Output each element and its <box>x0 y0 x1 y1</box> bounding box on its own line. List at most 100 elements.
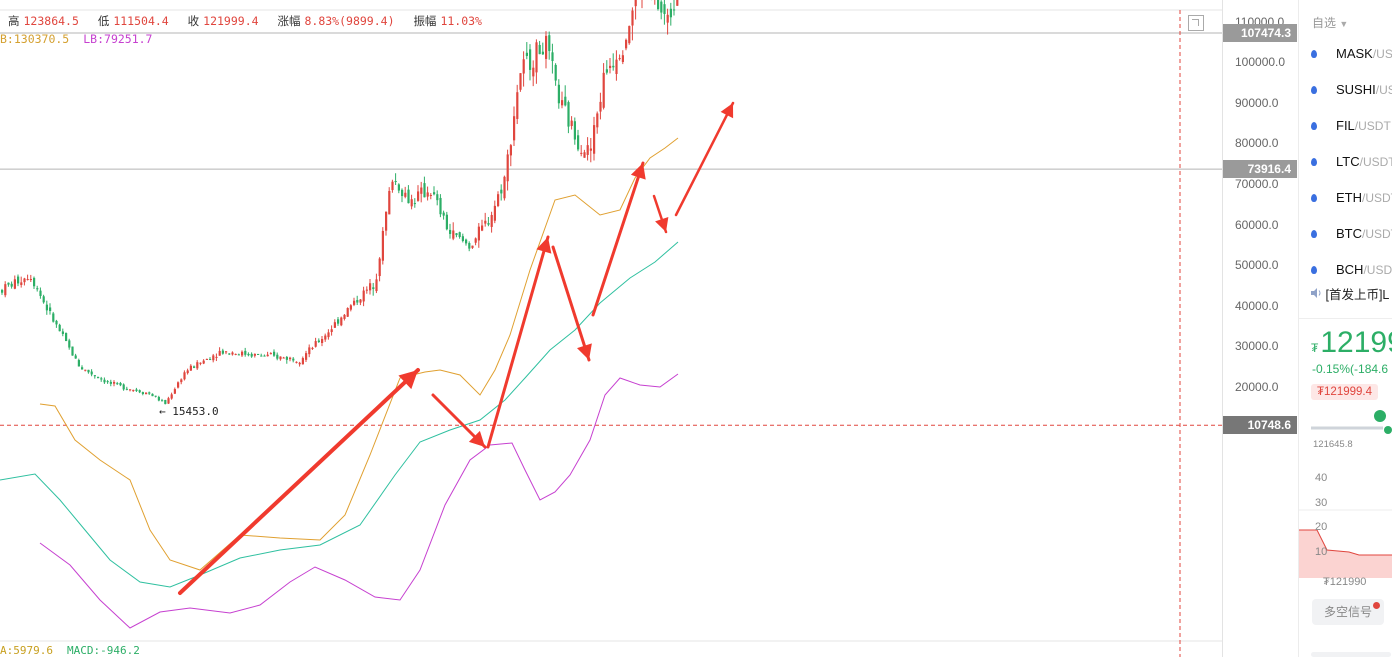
candle-body <box>545 35 548 59</box>
candle-body <box>100 378 103 380</box>
bottom-button-edge <box>1311 652 1391 657</box>
watchlist-item-ltc[interactable]: LTC/USDT <box>1299 148 1392 178</box>
candle-body <box>538 44 541 55</box>
price-axis[interactable]: 160000.0150000.0140000.0130000.0110000.0… <box>1222 0 1299 657</box>
trend-arrow-projection-head <box>720 103 734 119</box>
watchlist-item-eth[interactable]: ETH/USDT <box>1299 184 1392 214</box>
candle-body <box>218 350 221 356</box>
candle-body <box>340 317 343 326</box>
mini-axis-20: 20 <box>1315 521 1328 533</box>
candle-body <box>525 52 528 56</box>
candle-body <box>625 39 628 49</box>
trend-arrow-down-2-head <box>577 343 592 360</box>
candle-body <box>4 284 7 296</box>
quote-currency: /USDT <box>1362 227 1392 241</box>
candle-body <box>263 355 266 357</box>
candle-body <box>289 357 292 360</box>
watchlist-item-btc[interactable]: BTC/USDT <box>1299 220 1392 250</box>
candle-body <box>429 194 432 196</box>
candle-body <box>196 362 199 369</box>
watchlist-symbol: LTC/USDT <box>1336 154 1392 169</box>
candle-body <box>490 214 493 227</box>
candle-body <box>522 59 525 74</box>
symbol-name: BTC <box>1336 226 1362 241</box>
price-tick: 60000.0 <box>1235 217 1279 232</box>
candle-body <box>17 276 20 284</box>
candle-body <box>132 389 135 391</box>
candle-body <box>138 390 141 393</box>
symbol-name: ETH <box>1336 190 1362 205</box>
watchlist-item-bch[interactable]: BCH/USDT <box>1299 256 1392 286</box>
candle-body <box>212 355 215 361</box>
watchlist-item-fil[interactable]: FIL/USDT <box>1299 112 1392 142</box>
watchlist-title[interactable]: 自选 ▼ <box>1312 14 1348 31</box>
quote-currency: /USDT <box>1363 263 1392 277</box>
kline-canvas[interactable]: 124539.4 →← 15453.0 <box>0 0 1222 657</box>
change-label: 涨幅 <box>277 14 301 28</box>
price-pill: ₮121999.4 <box>1311 384 1378 400</box>
candle-body <box>58 324 61 332</box>
candle-body <box>381 230 384 261</box>
candle-body <box>68 340 71 348</box>
candle-body <box>52 313 55 322</box>
watchlist-symbol: FIL/USDT <box>1336 118 1391 133</box>
candle-body <box>401 189 404 197</box>
candle-body <box>39 290 42 296</box>
candle-body <box>135 389 138 391</box>
news-ticker[interactable]: [首发上币]L <box>1310 284 1389 303</box>
candle-body <box>298 362 301 365</box>
watchlist-item-mask[interactable]: MASK/USDT <box>1299 40 1392 70</box>
watchlist-symbol: BTC/USDT <box>1336 226 1392 241</box>
candle-body <box>615 59 618 74</box>
candle-body <box>673 9 676 11</box>
symbol-name: BCH <box>1336 262 1364 277</box>
candle-body <box>573 121 576 140</box>
mini-axis-40: 40 <box>1315 472 1328 484</box>
candle-body <box>177 382 180 388</box>
candle-body <box>113 382 116 384</box>
fullscreen-icon[interactable] <box>1188 15 1204 31</box>
candle-body <box>333 322 336 328</box>
candle-body <box>493 205 496 221</box>
candle-body <box>618 58 621 60</box>
candle-body <box>36 288 39 290</box>
low-value: 111504.4 <box>113 14 169 28</box>
watchlist-sidebar: 自选 ▼ MASK/USDT SUSHI/USDT FIL/USDT LTC/USDT… <box>1298 0 1392 657</box>
candle-body <box>180 379 183 383</box>
notification-dot <box>1373 602 1380 609</box>
candle-body <box>205 358 208 360</box>
candle-body <box>602 72 605 108</box>
coin-icon <box>1311 122 1317 130</box>
candle-body <box>161 400 164 402</box>
candle-body <box>29 279 32 281</box>
candle-body <box>557 84 560 104</box>
price-tag: 107474.3 <box>1223 23 1297 42</box>
candle-body <box>519 73 522 90</box>
candle-body <box>452 230 455 239</box>
candle-body <box>551 52 554 62</box>
trend-arrow-up-2 <box>486 235 550 449</box>
candle-body <box>141 392 144 394</box>
candle-body <box>471 245 474 248</box>
candle-body <box>442 212 445 216</box>
watchlist-item-sushi[interactable]: SUSHI/USDT <box>1299 76 1392 106</box>
candle-body <box>481 225 484 231</box>
mini-chart <box>1299 410 1392 578</box>
mini-chart-low: ₮121990 <box>1323 576 1367 588</box>
candle-body <box>266 354 269 357</box>
candle-body <box>221 350 224 354</box>
candle-body <box>234 353 237 355</box>
currency-symbol: ₮ <box>1311 341 1319 355</box>
candle-body <box>580 152 583 154</box>
speaker-icon <box>1310 288 1325 302</box>
candle-body <box>612 65 615 68</box>
high-label: 高 <box>8 14 20 28</box>
candle-body <box>509 145 512 156</box>
long-short-signal-button[interactable]: 多空信号 <box>1312 599 1384 625</box>
candle-body <box>148 392 151 394</box>
quote-currency: /USDT <box>1359 155 1392 169</box>
candle-body <box>65 333 68 342</box>
candle-body <box>676 0 679 6</box>
candle-body <box>417 191 420 201</box>
